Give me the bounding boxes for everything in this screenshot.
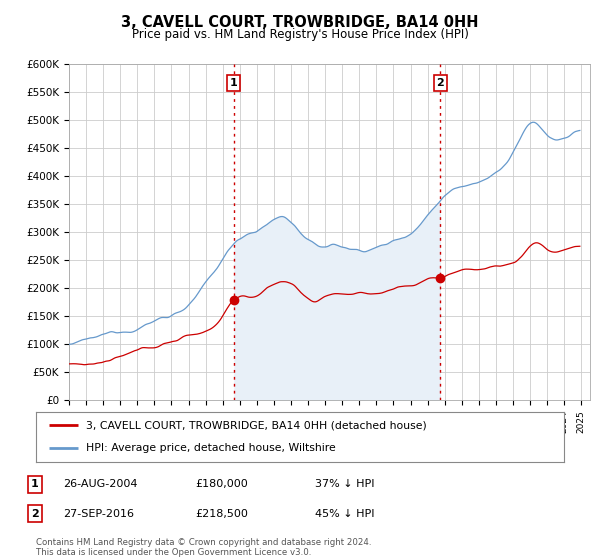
Text: Contains HM Land Registry data © Crown copyright and database right 2024.
This d: Contains HM Land Registry data © Crown c… [36,538,371,557]
Text: 1: 1 [31,479,38,489]
Text: 27-SEP-2016: 27-SEP-2016 [63,508,134,519]
Text: 3, CAVELL COURT, TROWBRIDGE, BA14 0HH: 3, CAVELL COURT, TROWBRIDGE, BA14 0HH [121,15,479,30]
Text: 45% ↓ HPI: 45% ↓ HPI [315,508,374,519]
Text: 37% ↓ HPI: 37% ↓ HPI [315,479,374,489]
Text: 2: 2 [437,78,444,88]
Text: 1: 1 [230,78,238,88]
Text: 3, CAVELL COURT, TROWBRIDGE, BA14 0HH (detached house): 3, CAVELL COURT, TROWBRIDGE, BA14 0HH (d… [86,420,427,430]
Text: £218,500: £218,500 [195,508,248,519]
Text: 26-AUG-2004: 26-AUG-2004 [63,479,137,489]
Text: £180,000: £180,000 [195,479,248,489]
Text: 2: 2 [31,508,38,519]
Text: HPI: Average price, detached house, Wiltshire: HPI: Average price, detached house, Wilt… [86,444,336,454]
Text: Price paid vs. HM Land Registry's House Price Index (HPI): Price paid vs. HM Land Registry's House … [131,28,469,41]
